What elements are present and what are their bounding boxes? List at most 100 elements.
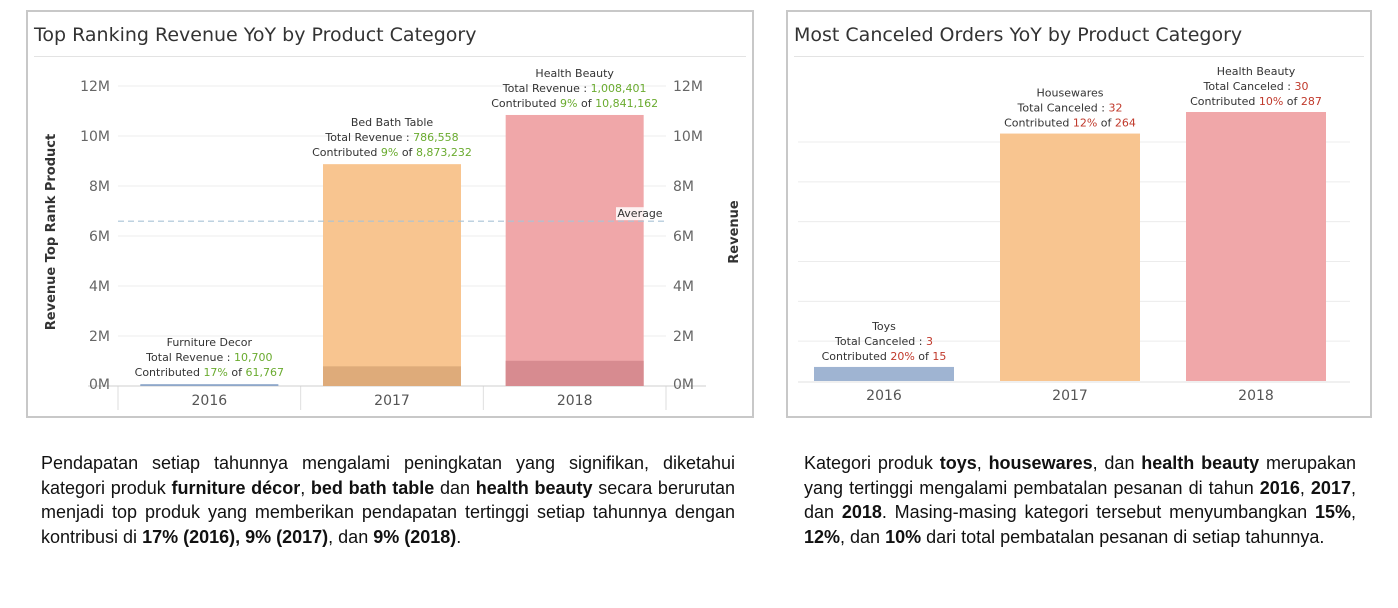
description-text: , [1350, 502, 1356, 522]
annotation-total-value: 32 [1108, 102, 1122, 115]
description-text: Kategori produk [804, 453, 940, 473]
description-emphasis: 15% [1314, 502, 1351, 522]
description-text: dan [434, 477, 476, 498]
annotation-of-label: of [398, 146, 416, 159]
canceled-bar [814, 366, 954, 381]
bar-annotation-contribution: Contributed 20% of 15 [822, 350, 947, 363]
y-axis-title-left: Revenue Top Rank Product [44, 134, 59, 330]
annotation-of-total: 61,767 [246, 366, 284, 379]
annotation-total-value: 10,700 [234, 351, 272, 364]
annotation-contrib-pct: 20% [890, 350, 914, 363]
x-tick-label: 2016 [866, 388, 902, 404]
y-tick-label-left: 2M [89, 329, 110, 345]
revenue-bar [505, 114, 644, 386]
annotation-total-label: Total Canceled : [834, 335, 926, 348]
annotation-contrib-label: Contributed [312, 146, 381, 159]
bar-annotation-total: Total Canceled : 30 [1203, 80, 1309, 93]
y-tick-label-right: 10M [673, 129, 703, 145]
top-rank-bar [323, 366, 461, 386]
y-tick-label-right: 6M [673, 229, 694, 245]
annotation-total-value: 30 [1294, 80, 1308, 93]
title-divider [34, 56, 746, 57]
annotation-of-total: 15 [932, 350, 946, 363]
description-emphasis: health beauty [1141, 453, 1260, 473]
y-axis-title-right: Revenue [727, 200, 742, 264]
description-text: . [456, 526, 462, 547]
annotation-total-label: Total Canceled : [1017, 102, 1109, 115]
bar-annotation-category: Housewares [1037, 87, 1104, 100]
canceled-description: Kategori produk toys, housewares , dan he… [804, 451, 1356, 549]
annotation-total-label: Total Revenue : [324, 131, 413, 144]
description-emphasis: 2016 [1259, 477, 1300, 498]
y-tick-label-right: 4M [673, 279, 694, 295]
y-tick-label-right: 12M [673, 79, 703, 95]
annotation-contrib-label: Contributed [822, 350, 891, 363]
revenue-chart-panel: Top Ranking Revenue YoY by Product Categ… [26, 10, 754, 418]
revenue-bar-chart: 0M 0M 2M 2M 4M 4M 6M 6M 8M 8M 10M 10M 12M 12M Revenue … [44, 67, 742, 410]
bar-annotation-total: Total Canceled : 3 [834, 335, 933, 348]
y-tick-label-left: 0M [89, 377, 110, 393]
y-tick-label-left: 6M [89, 229, 110, 245]
bar-annotation-category: Bed Bath Table [351, 116, 434, 129]
annotation-contrib-label: Contributed [491, 97, 560, 110]
description-text: , [976, 453, 989, 473]
annotation-contrib-pct: 9% [381, 146, 398, 159]
annotation-of-total: 10,841,162 [595, 97, 658, 110]
description-emphasis: health beauty [475, 477, 593, 498]
revenue-bar [323, 164, 461, 386]
x-tick-label: 2016 [192, 393, 228, 409]
description-text: dari total pembatalan pesanan di setiap … [921, 526, 1325, 547]
annotation-total-value: 786,558 [413, 131, 459, 144]
annotation-total-label: Total Revenue : [145, 351, 234, 364]
canceled-bar-chart: 2016 Toys Total Canceled : 3 Contributed 20… [798, 65, 1350, 404]
top-rank-bar [505, 360, 644, 386]
bar-annotation-category: Health Beauty [535, 67, 614, 80]
revenue-chart-title: Top Ranking Revenue YoY by Product Categ… [34, 24, 477, 46]
description-text: , dan [840, 526, 886, 547]
x-tick-label: 2018 [1238, 388, 1274, 404]
canceled-chart-title: Most Canceled Orders YoY by Product Cate… [794, 24, 1243, 46]
y-tick-label-left: 12M [80, 79, 110, 95]
bar-annotation-category: Toys [871, 320, 896, 333]
annotation-of-label: of [577, 97, 595, 110]
y-tick-label-left: 4M [89, 279, 110, 295]
description-text: Pendapatan setiap tahunnya mengalami pen… [41, 453, 735, 498]
revenue-description: Pendapatan setiap tahunnya mengalami pen… [41, 451, 735, 549]
description-text: , [1299, 477, 1311, 498]
x-tick-label: 2017 [1052, 388, 1088, 404]
description-emphasis: toys [939, 453, 977, 473]
annotation-contrib-pct: 12% [1073, 117, 1097, 130]
annotation-total-value: 1,008,401 [591, 82, 647, 95]
description-text: secara berurutan menjadi top produk yang… [41, 477, 735, 547]
bar-annotation-contribution: Contributed 17% of 61,767 [135, 366, 284, 379]
annotation-total-label: Total Canceled : [1203, 80, 1295, 93]
canceled-chart-panel: Most Canceled Orders YoY by Product Cate… [786, 10, 1372, 418]
description-text: , dan [328, 526, 374, 547]
description-emphasis: 2017 [1310, 477, 1351, 498]
description-emphasis: housewares [988, 453, 1093, 473]
top-rank-bar [140, 385, 279, 386]
canceled-bar [1000, 133, 1140, 381]
annotation-of-total: 287 [1301, 95, 1322, 108]
y-tick-label-right: 0M [673, 377, 694, 393]
annotation-contrib-pct: 9% [560, 97, 577, 110]
bar-annotation-category: Furniture Decor [167, 336, 253, 349]
average-label: Average [617, 207, 662, 220]
y-tick-label-left: 10M [80, 129, 110, 145]
description-emphasis: bed bath table [310, 477, 435, 498]
description-emphasis: 9% (2018) [373, 526, 457, 547]
annotation-of-label: of [1283, 95, 1301, 108]
y-tick-label-left: 8M [89, 179, 110, 195]
y-tick-label-right: 8M [673, 179, 694, 195]
y-tick-label-right: 2M [673, 329, 694, 345]
annotation-of-label: of [228, 366, 246, 379]
annotation-total-label: Total Revenue : [502, 82, 591, 95]
bar-annotation-total: Total Revenue : 786,558 [324, 131, 458, 144]
bar-annotation-total: Total Revenue : 1,008,401 [502, 82, 647, 95]
bar-annotation-contribution: Contributed 10% of 287 [1190, 95, 1322, 108]
bar-annotation-total: Total Revenue : 10,700 [145, 351, 272, 364]
x-tick-label: 2017 [374, 393, 410, 409]
description-emphasis: 17% (2016), 9% (2017) [142, 526, 329, 547]
bar-annotation-contribution: Contributed 9% of 8,873,232 [312, 146, 472, 159]
title-divider [794, 56, 1364, 57]
